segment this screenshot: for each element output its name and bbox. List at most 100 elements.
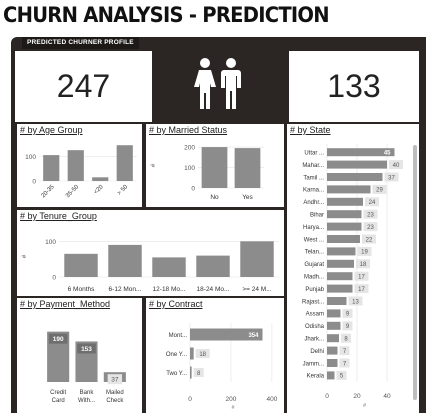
age-group-panel[interactable]: # by Age Group 0 100 20-35 35-50 <20 > 50 [17, 124, 142, 207]
x-tick-label: 0 [325, 393, 329, 400]
x-tick-label: 20-35 [41, 184, 57, 200]
y-tick-label: Gujarat [304, 262, 324, 268]
x-tick-label: 35-50 [65, 184, 81, 200]
y-tick-label: 100 [184, 165, 195, 172]
bar [327, 210, 362, 219]
contract-title: # by Contract [149, 299, 203, 309]
bar [327, 321, 341, 330]
data-label-bg [342, 308, 353, 318]
data-label: 23 [367, 213, 374, 219]
data-label: 190 [53, 336, 64, 343]
age-group-title: # by Age Group [20, 125, 83, 135]
y-tick-label: Odisha [305, 324, 325, 330]
data-label-bg [372, 184, 387, 194]
x-tick-label: Mailed [106, 390, 124, 396]
data-label-bg [348, 296, 363, 306]
kpi-right-value: 133 [327, 68, 381, 104]
data-label: 5 [340, 374, 344, 380]
bar [64, 253, 98, 277]
bar [201, 147, 228, 188]
data-label: 153 [81, 346, 92, 353]
data-label: 22 [366, 237, 373, 243]
y-tick-label: Harya... [303, 225, 324, 231]
bar [327, 297, 347, 305]
kpi-left-value: 247 [56, 68, 111, 104]
data-label-bg [342, 321, 353, 331]
y-tick-label: Assam [306, 312, 324, 318]
y-tick-label: Tamil ... [303, 175, 324, 181]
bar [152, 257, 186, 277]
bar [327, 272, 353, 281]
data-label-bg [389, 160, 403, 170]
bar [327, 284, 353, 293]
kpi-card-right[interactable]: 133 [289, 51, 419, 122]
bar [240, 241, 274, 277]
bar [234, 148, 261, 188]
x-tick-label: 18-24 Mo... [197, 286, 230, 293]
x-tick-label: >= 24 M... [242, 286, 271, 293]
data-label: 8 [344, 337, 348, 343]
y-tick-label: 0 [52, 275, 56, 282]
y-tick-label: Karna... [303, 188, 324, 194]
kpi-card-left[interactable]: 247 [15, 51, 152, 122]
bar [108, 244, 142, 277]
payment-method-panel[interactable]: # by Payment_Method Credit Card 190 Bank Wit… [17, 298, 142, 413]
y-tick-label: 100 [25, 154, 36, 161]
married-status-panel[interactable]: # by Married Status 0 100 200 # No Yes [146, 124, 284, 207]
data-label-bg [354, 271, 369, 281]
y-tick-label: Bihar [310, 213, 324, 219]
married-status-title: # by Married Status [149, 125, 228, 135]
data-label-bg [357, 246, 372, 256]
x-tick-label: No [210, 194, 219, 201]
data-label: 18 [360, 262, 367, 268]
tenure-group-chart: 0 100 #6 Months 6-12 Mon... 12-18 Mo... 18-24… [22, 239, 279, 293]
payment-method-title: # by Payment_Method [20, 299, 111, 309]
y-tick-label: Andhr... [303, 200, 324, 206]
bar [327, 160, 387, 169]
x-tick-label: 400 [266, 396, 277, 403]
y-tick-label: One Y... [166, 352, 187, 358]
x-tick-label: 200 [226, 396, 237, 403]
y-tick-label: 0 [191, 186, 195, 193]
data-label-bg [365, 197, 379, 207]
bar [327, 235, 360, 243]
data-label: 9 [346, 324, 350, 330]
x-tick-label: With... [78, 398, 95, 404]
y-axis-label: # [151, 163, 157, 167]
bar [67, 150, 84, 181]
data-label: 17 [358, 275, 365, 281]
y-tick-label: 100 [45, 239, 56, 246]
x-tick-label: 6-12 Mon... [109, 286, 142, 293]
contract-panel[interactable]: # by Contract 0 200 400 # Mont... 354 One Y...… [146, 298, 284, 413]
bar [196, 255, 230, 277]
data-label-bg [339, 358, 350, 368]
data-label: 40 [393, 163, 400, 169]
bar [327, 346, 338, 355]
female-male-icon [194, 58, 241, 109]
data-label: 8 [197, 371, 201, 377]
bar [327, 247, 356, 256]
data-label-bg [363, 209, 378, 219]
page-title: CHURN ANALYSIS - PREDICTION [3, 3, 330, 27]
x-tick-label: 0 [188, 396, 192, 403]
y-tick-label: Rajast... [302, 299, 324, 305]
state-scrollbar[interactable] [413, 145, 417, 400]
married-status-chart: 0 100 200 # No Yes [151, 145, 264, 201]
data-label: 17 [358, 287, 365, 293]
bar [43, 155, 60, 181]
tenure-group-panel[interactable]: # by Tenure_Group 0 100 #6 Months 6-12 Mon.… [17, 210, 284, 296]
bar [327, 371, 335, 380]
data-label-bg [193, 368, 204, 377]
bar [327, 222, 362, 231]
x-axis-label: # [231, 405, 235, 411]
data-label-bg [341, 333, 351, 343]
data-label-bg [107, 374, 123, 385]
data-label: 9 [346, 312, 350, 318]
data-label: 19 [361, 250, 368, 256]
data-label: 18 [199, 352, 206, 358]
state-panel[interactable]: # by State 0 20 40 # Uttar ... 45 Mahar... 40 Ta… [287, 124, 419, 413]
data-label: 29 [376, 188, 383, 194]
bar [47, 331, 70, 382]
contract-chart: 0 200 400 # Mont... 354 One Y... 18 Two Y... 8 [166, 323, 278, 411]
bar [327, 334, 339, 343]
